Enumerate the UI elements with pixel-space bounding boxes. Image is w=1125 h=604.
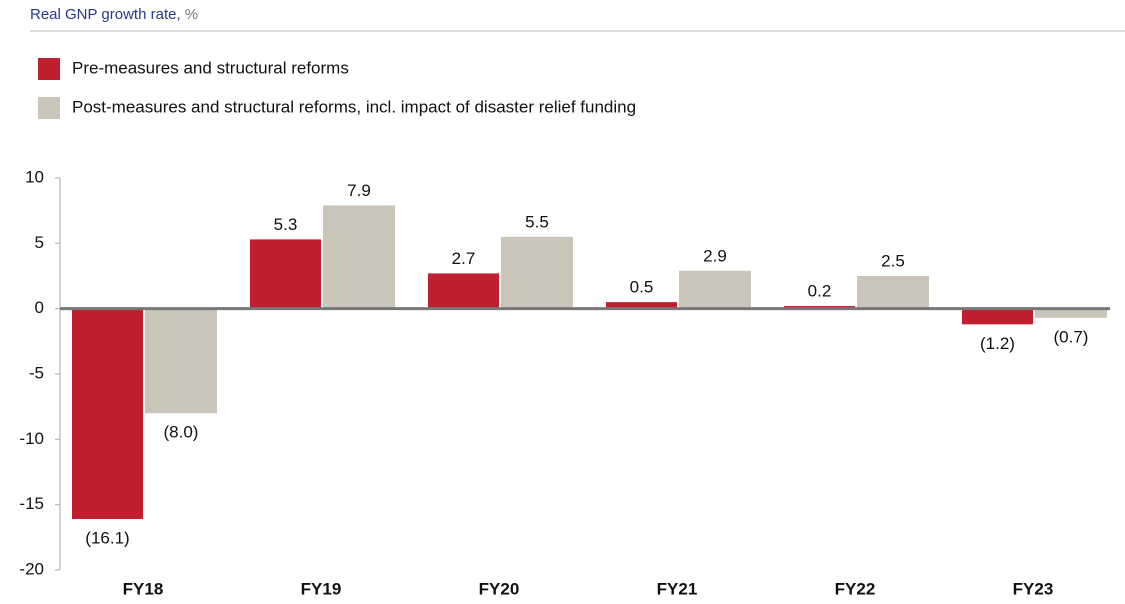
x-tick-label: FY18 (123, 579, 164, 598)
value-label: 2.9 (703, 246, 727, 265)
bar (962, 308, 1033, 325)
bar (250, 239, 321, 309)
bar (679, 270, 751, 309)
x-tick-label: FY22 (835, 579, 876, 598)
legend-swatch (38, 58, 60, 80)
legend-swatch (38, 97, 60, 119)
value-label: 2.5 (881, 251, 905, 270)
bar (501, 236, 573, 309)
value-label: 5.5 (525, 212, 549, 231)
bar (857, 276, 929, 309)
y-tick-label: -5 (29, 363, 44, 382)
legend-label: Post-measures and structural reforms, in… (72, 97, 636, 116)
y-tick-label: 0 (35, 298, 44, 317)
title-unit: % (185, 6, 198, 23)
bar (1035, 308, 1107, 318)
x-tick-label: FY23 (1013, 579, 1054, 598)
value-label: 2.7 (452, 249, 476, 268)
y-tick-label: -20 (19, 559, 44, 578)
value-label: (16.1) (85, 529, 129, 548)
bar (606, 302, 677, 309)
value-label: 5.3 (274, 215, 298, 234)
bar (323, 205, 395, 309)
y-tick-label: -10 (19, 429, 44, 448)
y-tick-label: 10 (25, 167, 44, 186)
legend-label: Pre-measures and structural reforms (72, 58, 349, 77)
bar (428, 273, 499, 309)
value-label: (8.0) (164, 423, 199, 442)
y-tick-label: -15 (19, 494, 44, 513)
x-tick-label: FY19 (301, 579, 342, 598)
y-tick-label: 5 (35, 233, 44, 252)
x-tick-label: FY21 (657, 579, 698, 598)
bar (145, 308, 217, 414)
value-label: 0.5 (630, 278, 654, 297)
value-label: 7.9 (347, 181, 371, 200)
title-text: Real GNP growth rate, (30, 6, 181, 23)
chart-title: Real GNP growth rate, % (30, 6, 198, 23)
value-label: 0.2 (808, 282, 832, 301)
value-label: (1.2) (980, 334, 1015, 353)
bar (72, 308, 143, 520)
value-label: (0.7) (1054, 327, 1089, 346)
x-tick-label: FY20 (479, 579, 520, 598)
